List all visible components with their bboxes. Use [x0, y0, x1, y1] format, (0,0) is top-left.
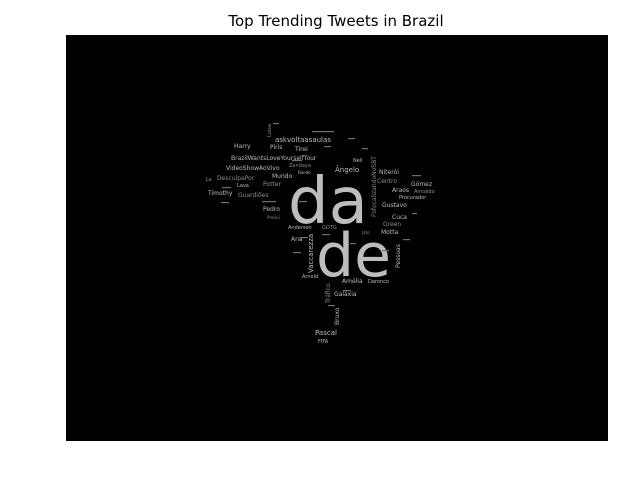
word-pessoas: Pessoas — [395, 244, 402, 268]
word-desculpapor: DesculpaPor — [217, 175, 255, 182]
word-green: Green — [383, 221, 401, 228]
word-nell: Nell — [353, 158, 363, 164]
word-harry: Harry — [234, 143, 251, 150]
word-pedro: Pedro — [263, 206, 280, 213]
word-fofocalizando: FofocalizandoNoSBT — [371, 156, 378, 217]
word-ana: Ana — [291, 236, 303, 243]
word-pascal: Pascal — [315, 329, 337, 337]
word-luisa: Luisa — [267, 124, 273, 137]
word-araos: Araos — [392, 187, 409, 194]
word-trafico: Tráfico — [325, 283, 332, 304]
wordcloud-canvas: da de Luisa askvoltaasaulas Harry Piris … — [66, 35, 608, 441]
word-brazilwantslove: BrazilWantsLoveYourselfTour — [231, 155, 317, 162]
wordcloud: da de Luisa askvoltaasaulas Harry Piris … — [206, 123, 435, 345]
word-vaccarezza: Vaccarezza — [307, 234, 315, 273]
word-piris: Piris — [270, 144, 282, 151]
word-procurador: Procurador — [399, 195, 427, 201]
chart-title: Top Trending Tweets in Brazil — [228, 12, 444, 30]
word-jato: Jato — [361, 230, 370, 235]
word-tirei: Tirei — [294, 146, 308, 153]
tiny-words-texture — [221, 123, 421, 307]
word-gomez: Gómez — [411, 181, 432, 188]
word-prouni: ProUni — [267, 215, 280, 220]
word-amelia: Amélia — [342, 278, 363, 285]
word-askvoltaasaulas: askvoltaasaulas — [275, 136, 331, 144]
word-lava: Lava — [237, 183, 249, 189]
word-de: de — [316, 221, 391, 291]
word-cuca: Cuca — [392, 214, 407, 221]
word-fifa: FIFA — [318, 339, 329, 345]
word-amoedo: Amoêdo — [414, 188, 435, 195]
word-centro: Centro — [377, 178, 397, 185]
word-niteroi: Niterói — [379, 169, 399, 176]
word-galaxia: Galáxia — [334, 291, 357, 298]
word-daronco: Daronco — [368, 279, 389, 285]
word-goto: GOTG — [322, 225, 337, 231]
word-arnold: Arnold — [302, 274, 318, 280]
word-zendaya: Zendaya — [289, 163, 311, 169]
word-anderson: Anderson — [288, 225, 312, 231]
word-videoshow: VideoShowAoVivo — [226, 165, 280, 172]
word-angelo: Ângelo — [335, 165, 359, 174]
word-timothy: Timothy — [207, 190, 233, 197]
word-gustavo: Gustavo — [382, 202, 407, 209]
word-mundo: Mundo — [272, 173, 293, 180]
word-le: Le — [206, 177, 212, 183]
word-motta: Motta — [381, 229, 399, 236]
word-bruxo: Bruxo — [334, 307, 341, 325]
word-guardioes: Guardiões — [238, 192, 268, 199]
word-potter: Potter — [263, 181, 281, 188]
word-ronde: Ronde — [298, 170, 311, 175]
